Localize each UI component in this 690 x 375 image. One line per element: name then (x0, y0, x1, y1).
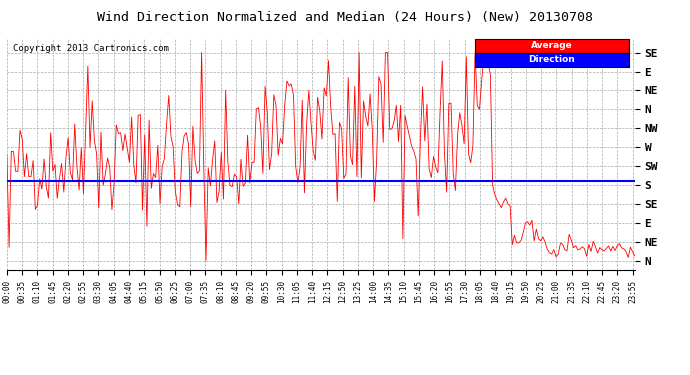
FancyBboxPatch shape (475, 53, 629, 67)
Text: Wind Direction Normalized and Median (24 Hours) (New) 20130708: Wind Direction Normalized and Median (24… (97, 11, 593, 24)
FancyBboxPatch shape (475, 39, 629, 53)
Text: Direction: Direction (529, 55, 575, 64)
Text: Copyright 2013 Cartronics.com: Copyright 2013 Cartronics.com (13, 45, 169, 54)
Text: Average: Average (531, 41, 573, 50)
